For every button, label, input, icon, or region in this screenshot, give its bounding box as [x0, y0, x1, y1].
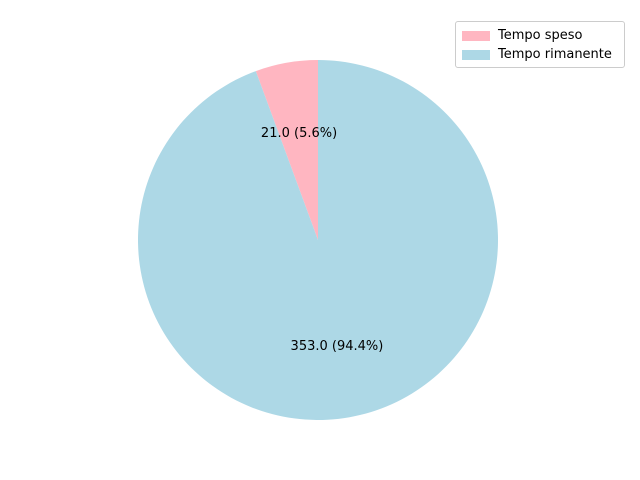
- legend-label-tempo-rimanente: Tempo rimanente: [498, 47, 612, 62]
- pie-slice-tempo-speso: [255, 60, 318, 240]
- legend: Tempo speso Tempo rimanente: [455, 21, 625, 68]
- legend-item-tempo-speso: Tempo speso: [462, 26, 618, 45]
- legend-swatch-tempo-rimanente: [462, 49, 490, 60]
- legend-item-tempo-rimanente: Tempo rimanente: [462, 45, 618, 64]
- pie-slice-tempo-rimanente: [137, 60, 499, 420]
- data-label-tempo-rimanente: 353.0 (94.4%): [291, 339, 384, 354]
- legend-swatch-tempo-speso: [462, 30, 490, 41]
- data-label-tempo-speso: 21.0 (5.6%): [261, 126, 337, 141]
- legend-label-tempo-speso: Tempo speso: [498, 28, 583, 43]
